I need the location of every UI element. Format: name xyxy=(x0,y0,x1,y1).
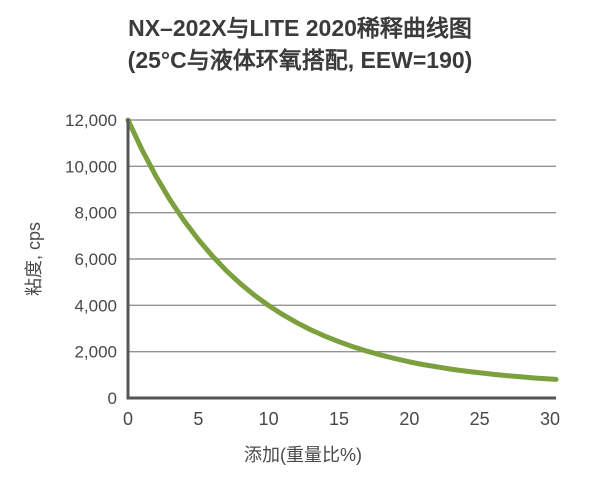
chart-title-line2: (25°C与液体环氧搭配, EEW=190) xyxy=(127,47,473,73)
gridlines xyxy=(128,119,556,353)
x-tick-label: 5 xyxy=(193,409,203,429)
x-tick-label: 0 xyxy=(123,409,133,429)
y-tick-label: 10,000 xyxy=(65,157,117,176)
curve-group xyxy=(125,117,559,382)
x-tick-label: 15 xyxy=(329,409,349,429)
y-tick-label: 6,000 xyxy=(74,250,117,269)
y-tick-label: 12,000 xyxy=(65,111,117,130)
x-tick-label: 25 xyxy=(470,409,490,429)
viscosity-curve xyxy=(125,117,559,382)
x-tick-label: 20 xyxy=(399,409,419,429)
y-tick-label: 0 xyxy=(108,389,117,408)
y-tick-labels: 0 2,000 4,000 6,000 8,000 10,000 12,000 xyxy=(65,111,117,408)
axes xyxy=(126,119,556,400)
y-axis-label: 粘度, cps xyxy=(24,222,44,296)
chart-title-line1: NX–202X与LITE 2020稀释曲线图 xyxy=(128,15,472,41)
y-tick-label: 2,000 xyxy=(74,343,117,362)
y-tick-label: 8,000 xyxy=(74,204,117,223)
x-tick-label: 10 xyxy=(259,409,279,429)
x-tick-label: 30 xyxy=(540,409,560,429)
chart-title: NX–202X与LITE 2020稀释曲线图 (25°C与液体环氧搭配, EEW… xyxy=(0,12,600,76)
y-tick-label: 4,000 xyxy=(74,296,117,315)
x-axis-label: 添加(重量比%) xyxy=(244,445,362,465)
x-tick-labels: 0 5 10 15 20 25 30 xyxy=(123,409,560,429)
